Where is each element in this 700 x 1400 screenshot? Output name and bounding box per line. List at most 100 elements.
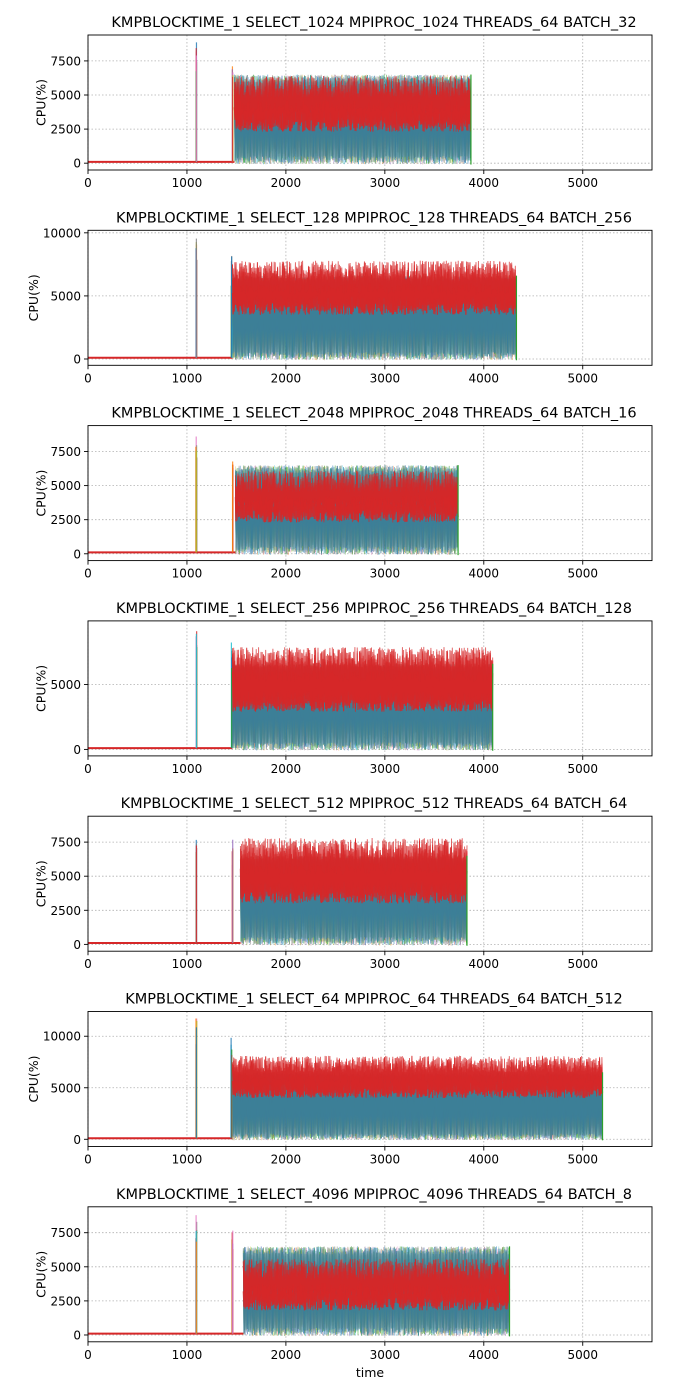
y-tick-label: 5000 xyxy=(50,479,81,493)
y-tick-label: 5000 xyxy=(50,289,81,303)
x-tick-label: 5000 xyxy=(567,567,598,581)
x-tick-label: 4000 xyxy=(469,762,500,776)
cpu-series-line xyxy=(232,663,494,751)
subplot-4: KMPBLOCKTIME_1 SELECT_256 MPIPROC_256 TH… xyxy=(34,601,653,776)
cpu-series-line-top xyxy=(233,75,472,132)
x-tick-label: 3000 xyxy=(370,1348,401,1362)
y-tick-label: 5000 xyxy=(50,1081,81,1095)
y-axis-label: CPU(%) xyxy=(34,470,49,517)
axes-frame xyxy=(87,34,653,171)
x-tick-label: 0 xyxy=(84,1153,92,1167)
subplot-title: KMPBLOCKTIME_1 SELECT_2048 MPIPROC_2048 … xyxy=(111,406,636,422)
data-series-group xyxy=(88,238,518,361)
y-axis-label: CPU(%) xyxy=(34,860,49,907)
cpu-series-line-top xyxy=(233,100,472,132)
x-tick-label: 0 xyxy=(84,762,92,776)
y-tick-label: 7500 xyxy=(50,836,81,850)
x-tick-label: 1000 xyxy=(172,567,203,581)
subplot-3: KMPBLOCKTIME_1 SELECT_2048 MPIPROC_2048 … xyxy=(34,406,653,581)
x-tick-label: 3000 xyxy=(370,957,401,971)
y-tick-label: 7500 xyxy=(50,445,81,459)
x-tick-label: 2000 xyxy=(271,176,302,190)
y-tick-label: 2500 xyxy=(50,904,81,918)
x-tick-label: 2000 xyxy=(271,957,302,971)
subplot-1: KMPBLOCKTIME_1 SELECT_1024 MPIPROC_1024 … xyxy=(34,15,653,190)
x-tick-label: 4000 xyxy=(469,1348,500,1362)
y-axis-label: CPU(%) xyxy=(26,274,41,321)
x-tick-label: 4000 xyxy=(469,1153,500,1167)
cpu-series-line-top xyxy=(239,862,468,904)
y-tick-label: 7500 xyxy=(50,54,81,68)
axes-frame xyxy=(87,1011,653,1147)
x-tick-label: 4000 xyxy=(469,176,500,190)
axes-frame xyxy=(87,229,653,366)
x-tick-label: 1000 xyxy=(172,1153,203,1167)
x-tick-label: 3000 xyxy=(370,567,401,581)
x-tick-label: 1000 xyxy=(172,1348,203,1362)
x-axis-label: time xyxy=(356,1365,385,1380)
cpu-series-line-top xyxy=(234,495,459,523)
cpu-series-line xyxy=(232,663,494,751)
x-tick-label: 3000 xyxy=(370,1153,401,1167)
y-tick-label: 0 xyxy=(73,352,81,366)
axes-frame xyxy=(87,815,653,952)
y-tick-label: 5000 xyxy=(50,1260,81,1274)
x-tick-label: 1000 xyxy=(172,957,203,971)
x-tick-label: 1000 xyxy=(172,762,203,776)
x-tick-label: 0 xyxy=(84,567,92,581)
y-tick-label: 0 xyxy=(73,547,81,561)
cpu-series-line-top xyxy=(234,470,459,523)
y-tick-label: 0 xyxy=(73,1328,81,1342)
y-axis-label: CPU(%) xyxy=(26,1055,41,1102)
y-tick-label: 0 xyxy=(73,938,81,952)
subplot-title: KMPBLOCKTIME_1 SELECT_256 MPIPROC_256 TH… xyxy=(116,601,632,617)
x-tick-label: 2000 xyxy=(271,371,302,385)
x-tick-label: 5000 xyxy=(567,1348,598,1362)
data-series-group xyxy=(88,1215,511,1337)
x-tick-label: 2000 xyxy=(271,1153,302,1167)
x-tick-label: 0 xyxy=(84,371,92,385)
y-tick-label: 2500 xyxy=(50,1294,81,1308)
data-series-group xyxy=(88,436,459,556)
y-tick-label: 5000 xyxy=(50,678,81,692)
x-tick-label: 4000 xyxy=(469,957,500,971)
cpu-series-line-top xyxy=(242,1283,511,1311)
y-axis-label: CPU(%) xyxy=(34,79,49,126)
subplot-title: KMPBLOCKTIME_1 SELECT_64 MPIPROC_64 THRE… xyxy=(125,992,622,1008)
y-tick-label: 10000 xyxy=(43,1030,81,1044)
x-tick-label: 5000 xyxy=(567,1153,598,1167)
y-axis-label: CPU(%) xyxy=(34,1251,49,1298)
y-tick-label: 2500 xyxy=(50,513,81,527)
x-tick-label: 1000 xyxy=(172,176,203,190)
subplot-2: KMPBLOCKTIME_1 SELECT_128 MPIPROC_128 TH… xyxy=(26,210,653,385)
x-tick-label: 3000 xyxy=(370,371,401,385)
subplot-title: KMPBLOCKTIME_1 SELECT_4096 MPIPROC_4096 … xyxy=(116,1187,632,1203)
data-series-group xyxy=(88,631,494,751)
x-tick-label: 1000 xyxy=(172,371,203,385)
x-tick-label: 0 xyxy=(84,176,92,190)
x-tick-label: 2000 xyxy=(271,567,302,581)
data-series-group xyxy=(88,837,468,946)
y-tick-label: 5000 xyxy=(50,89,81,103)
cpu-series-line-top xyxy=(231,1074,604,1099)
y-tick-label: 10000 xyxy=(43,226,81,240)
y-tick-label: 5000 xyxy=(50,870,81,884)
y-tick-label: 2500 xyxy=(50,123,81,137)
x-tick-label: 2000 xyxy=(271,762,302,776)
subplot-title: KMPBLOCKTIME_1 SELECT_128 MPIPROC_128 TH… xyxy=(116,210,632,226)
x-tick-label: 5000 xyxy=(567,762,598,776)
subplot-6: KMPBLOCKTIME_1 SELECT_64 MPIPROC_64 THRE… xyxy=(26,992,653,1167)
cpu-series-line-top xyxy=(231,283,517,315)
axes-frame xyxy=(87,425,653,562)
x-tick-label: 3000 xyxy=(370,176,401,190)
subplot-title: KMPBLOCKTIME_1 SELECT_1024 MPIPROC_1024 … xyxy=(111,15,636,31)
y-tick-label: 7500 xyxy=(50,1226,81,1240)
x-tick-label: 4000 xyxy=(469,567,500,581)
x-tick-label: 0 xyxy=(84,957,92,971)
x-tick-label: 3000 xyxy=(370,762,401,776)
data-series-group xyxy=(88,1018,604,1141)
subplot-7: KMPBLOCKTIME_1 SELECT_4096 MPIPROC_4096 … xyxy=(34,1187,653,1380)
x-tick-label: 5000 xyxy=(567,371,598,385)
x-tick-label: 5000 xyxy=(567,176,598,190)
